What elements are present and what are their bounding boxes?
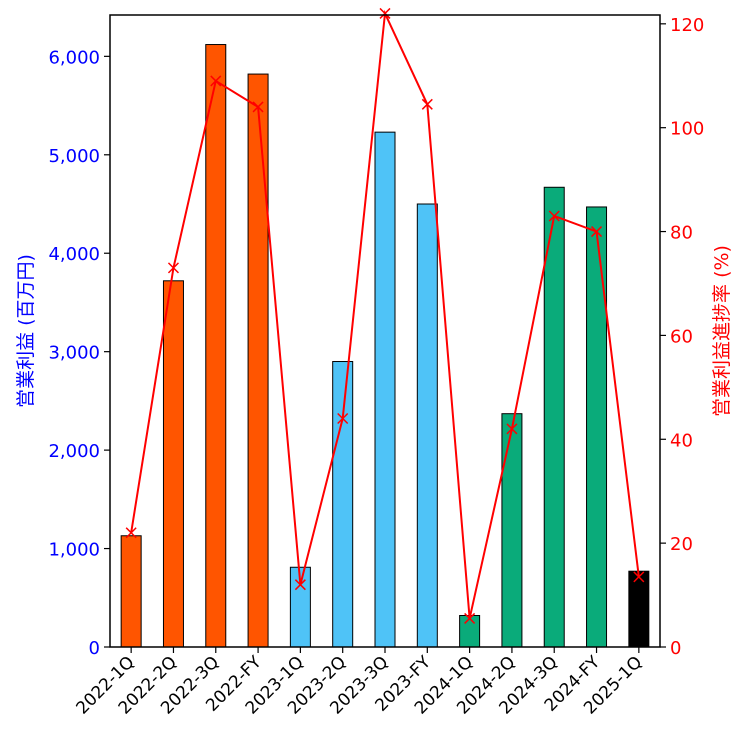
right-axis-label: 営業利益進捗率 (%) <box>711 245 733 417</box>
line-marker-2024-3Q <box>548 210 560 222</box>
left-tick-label: 0 <box>89 638 100 659</box>
line-marker-2023-2Q <box>337 412 349 425</box>
line-marker-2024-FY <box>591 226 603 238</box>
left-tick-label: 1,000 <box>48 540 100 561</box>
bar-2022-FY <box>247 73 269 648</box>
bar-2022-3Q <box>205 44 227 648</box>
right-tick-label: 40 <box>670 430 693 451</box>
bar-2022-2Q <box>162 280 184 648</box>
bars-group <box>120 44 650 648</box>
line-series-group <box>125 7 645 624</box>
line-marker-2022-3Q <box>210 75 222 87</box>
right-tick-label: 0 <box>670 638 681 659</box>
left-tick-label: 4,000 <box>48 244 100 265</box>
line-marker-2024-2Q <box>506 423 518 435</box>
right-tick-label: 100 <box>670 119 704 140</box>
bar-2024-FY <box>586 206 608 648</box>
right-tick-label: 80 <box>670 223 693 244</box>
bar-2022-1Q <box>120 535 142 648</box>
line-marker-2023-1Q <box>294 579 306 591</box>
bar-2023-FY <box>416 203 438 648</box>
line-marker-2025-1Q <box>633 571 645 583</box>
bar-2023-3Q <box>374 131 396 648</box>
left-tick-label: 2,000 <box>48 441 100 462</box>
left-axis-label: 営業利益 (百万円) <box>15 254 37 408</box>
right-tick-label: 120 <box>670 15 704 36</box>
line-marker-2024-1Q <box>464 612 476 624</box>
line-marker-2022-1Q <box>125 527 137 539</box>
left-tick-label: 6,000 <box>48 47 100 68</box>
x-axis-ticks: 2022-1Q2022-2Q2022-3Q2022-FY2023-1Q2023-… <box>72 647 646 719</box>
bar-2024-1Q <box>459 614 481 648</box>
left-axis-ticks: 0 1,000 2,000 3,000 4,000 5,000 6,000 <box>48 47 110 659</box>
line-marker-2022-FY <box>252 101 264 113</box>
line-marker-2022-2Q <box>167 262 179 274</box>
line-marker-2023-FY <box>421 98 433 110</box>
left-tick-label: 5,000 <box>48 146 100 167</box>
left-tick-label: 3,000 <box>48 343 100 364</box>
bar-2025-1Q <box>628 570 650 648</box>
line-marker-2023-3Q <box>379 7 391 19</box>
bar-2023-2Q <box>332 361 354 648</box>
bar-2024-2Q <box>501 413 523 648</box>
right-axis-ticks: 0 20 40 60 80 100 120 <box>660 15 704 659</box>
right-tick-label: 20 <box>670 534 693 555</box>
right-tick-label: 60 <box>670 326 693 347</box>
